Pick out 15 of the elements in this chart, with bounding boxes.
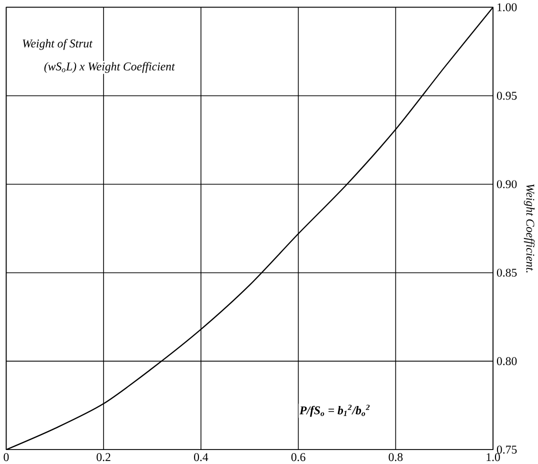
x-tick-label: 0.8	[388, 452, 403, 461]
y-axis-title: Weight Coefficient.	[524, 184, 535, 272]
y-tick-label: 0.80	[496, 356, 517, 365]
y-tick-label: 0.85	[496, 268, 517, 277]
annotation: Weight of Strut	[22, 38, 93, 50]
annotation: (wS$_{o}$L) x Weight Coefficient	[44, 62, 176, 73]
y-tick-label: 0.95	[496, 92, 517, 100]
y-tick-label: 1.00	[498, 3, 517, 12]
y-tick-label: 0.75	[496, 445, 517, 454]
x-tick-label: 0	[4, 452, 9, 461]
x-tick-label: 1.0	[486, 452, 500, 461]
y-tick-label: 0.90	[496, 180, 517, 188]
x-tick-label: 0.6	[291, 452, 306, 461]
x-tick-label: 0.4	[194, 452, 208, 461]
x-tick-label: 0.2	[96, 452, 110, 461]
